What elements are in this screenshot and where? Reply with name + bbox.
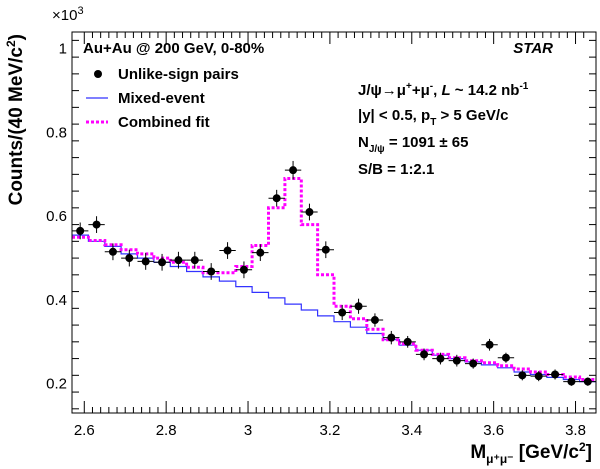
x-axis-title-close: ] xyxy=(586,442,592,463)
annotations: J/ψ→μ++μ-, L ~ 14.2 nb-1 |y| < 0.5, pT >… xyxy=(358,81,529,178)
data-point xyxy=(551,370,560,379)
annotation-decay-comma: , xyxy=(433,82,441,99)
annotation-yield-val: = 1091 ± 65 xyxy=(385,134,469,151)
data-point xyxy=(354,302,363,311)
data-point xyxy=(534,372,543,381)
data-point xyxy=(518,371,527,380)
legend: Au+Au @ 200 GeV, 0-80% Unlike-sign pairs… xyxy=(83,40,264,131)
annotation-decay-mid: +μ xyxy=(412,82,430,99)
annotation-yield-sub: J/ψ xyxy=(369,144,385,155)
y-axis-exponent: ×103 xyxy=(52,5,84,24)
annotation-cuts: |y| < 0.5, pT > 5 GeV/c xyxy=(358,107,508,128)
combined-fit-series xyxy=(72,177,596,381)
x-axis-title-units: [GeV/c xyxy=(514,442,580,463)
combined-fit-step-line xyxy=(72,177,596,381)
data-point xyxy=(420,350,429,359)
annotation-cuts-pt: > 5 GeV/c xyxy=(436,107,508,124)
collaboration-label: STAR xyxy=(513,40,553,57)
data-point xyxy=(305,208,314,217)
annotation-decay: J/ψ→μ++μ-, L ~ 14.2 nb-1 xyxy=(358,81,529,99)
data-point xyxy=(583,377,592,386)
data-point xyxy=(125,254,134,263)
x-tick-label: 3 xyxy=(244,422,252,439)
y-axis-exponent-power: 3 xyxy=(77,5,83,17)
annotation-cuts-y: |y| < 0.5, p xyxy=(358,107,430,124)
data-point xyxy=(108,247,117,256)
legend-header: Au+Au @ 200 GeV, 0-80% xyxy=(83,40,264,57)
x-axis-title: Mμ⁺μ⁻ [GeV/c2] xyxy=(470,440,592,466)
y-axis-title-main: Counts/(40 MeV/c xyxy=(6,47,27,206)
x-axis-title-sub: μ⁺μ⁻ xyxy=(486,452,513,466)
x-tick-label: 3.4 xyxy=(401,422,422,439)
annotation-decay-L: L xyxy=(441,82,450,99)
mixed-event-step-line xyxy=(72,234,596,383)
data-point xyxy=(190,256,199,265)
data-point xyxy=(92,220,101,229)
data-point xyxy=(387,333,396,342)
annotation-decay-inv: -1 xyxy=(519,81,528,92)
annotation-decay-jpsi: J/ψ→μ xyxy=(358,82,406,99)
legend-label-mixed-event: Mixed-event xyxy=(118,90,205,107)
y-axis-title-close: ) xyxy=(6,34,27,40)
data-point xyxy=(289,166,298,175)
data-point xyxy=(469,359,478,368)
annotation-decay-plus: + xyxy=(406,81,412,92)
y-tick-label: 0.2 xyxy=(46,376,67,393)
data-point xyxy=(158,258,167,267)
data-point xyxy=(76,226,85,235)
data-point xyxy=(485,340,494,349)
x-tick-label: 3.2 xyxy=(319,422,340,439)
y-axis-title: Counts/(40 MeV/c2) xyxy=(4,34,27,205)
y-tick-label: 0.8 xyxy=(46,124,67,141)
y-tick-label: 0.6 xyxy=(46,208,67,225)
data-point xyxy=(256,248,265,257)
y-axis-title-sup: 2 xyxy=(4,40,18,47)
data-point xyxy=(338,308,347,317)
data-point xyxy=(174,256,183,265)
y-tick-label: 0.4 xyxy=(46,292,67,309)
annotation-cuts-T: T xyxy=(430,117,436,128)
x-axis-title-main: M xyxy=(470,442,486,463)
x-tick-label: 2.8 xyxy=(156,422,177,439)
data-point xyxy=(436,354,445,363)
y-axis-exponent-base: ×10 xyxy=(52,7,77,24)
data-point xyxy=(223,246,232,255)
x-tick-label: 2.6 xyxy=(74,422,95,439)
annotation-yield-N: N xyxy=(358,134,369,151)
axes: 2.6 2.8 3 3.2 3.4 3.6 3.8 0.2 0.4 0.6 0.8 1 xyxy=(46,31,597,439)
plot-frame xyxy=(71,31,597,414)
data-point xyxy=(321,245,330,254)
annotation-sb: S/B = 1:2.1 xyxy=(358,161,434,178)
data-point xyxy=(567,377,576,386)
data-point xyxy=(141,257,150,266)
annotation-decay-lumi: ~ 14.2 nb xyxy=(451,82,520,99)
data-point xyxy=(239,265,248,274)
mixed-event-series xyxy=(72,234,596,383)
legend-label-unlike-sign: Unlike-sign pairs xyxy=(118,66,239,83)
data-point xyxy=(272,194,281,203)
data-point xyxy=(452,356,461,365)
legend-label-combined-fit: Combined fit xyxy=(118,114,210,131)
data-point xyxy=(403,337,412,346)
data-point xyxy=(207,267,216,276)
x-axis-title-units-sup: 2 xyxy=(579,440,586,454)
annotation-decay-minus: - xyxy=(430,81,433,92)
y-tick-label: 1 xyxy=(59,41,67,58)
x-tick-label: 3.6 xyxy=(483,422,504,439)
annotation-yield: NJ/ψ = 1091 ± 65 xyxy=(358,134,468,155)
data-point xyxy=(501,353,510,362)
data-point xyxy=(370,316,379,325)
x-tick-label: 3.8 xyxy=(565,422,586,439)
unlike-sign-pairs-series xyxy=(72,160,596,386)
legend-marker-unlike-sign xyxy=(94,70,102,78)
